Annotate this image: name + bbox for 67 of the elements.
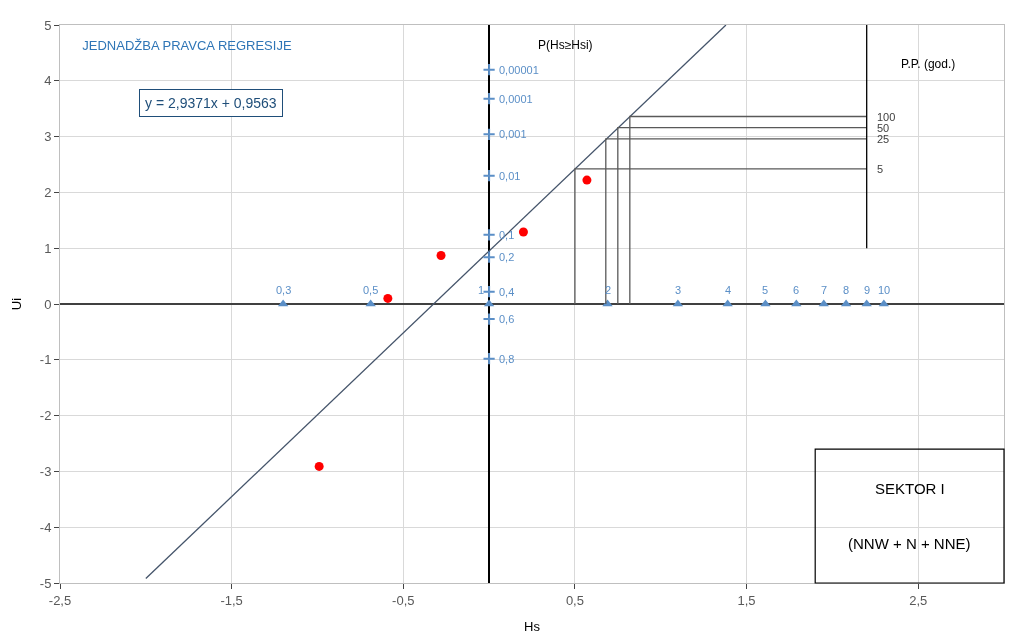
- point: [314, 461, 324, 471]
- x-tick-label: 0,5: [565, 592, 584, 608]
- y-tick-label: -4: [39, 519, 52, 535]
- x-tick-label: -0,5: [392, 592, 415, 608]
- point: [482, 312, 496, 326]
- point: [582, 175, 592, 185]
- annotation: 0,0001: [499, 93, 533, 105]
- y-tick-label: -2: [39, 408, 52, 424]
- point: [482, 285, 496, 299]
- annotation: y = 2,9371x + 0,9563: [145, 95, 277, 111]
- x-tick-label: 2,5: [909, 592, 928, 608]
- point: [482, 127, 496, 141]
- annotation: 0,3: [276, 284, 292, 296]
- point: [791, 299, 802, 307]
- y-tick-label: -3: [39, 463, 52, 479]
- y-tick-label: 3: [44, 129, 52, 145]
- annotation: (NNW + N + NNE): [848, 535, 971, 552]
- y-tick-label: -1: [39, 352, 52, 368]
- text: JEDNADŽBA PRAVCA REGRESIJE: [82, 37, 292, 53]
- y-tick-label: 0: [44, 296, 52, 312]
- x-tick-label: -1,5: [220, 592, 243, 608]
- x-tick-label: 1,5: [737, 592, 756, 608]
- annotation: 0,001: [499, 128, 527, 140]
- annotation: 3: [675, 284, 682, 296]
- y-tick-label: 5: [44, 17, 52, 33]
- annotation: 50: [877, 122, 890, 134]
- y-tick-label: 2: [44, 184, 52, 200]
- annotation: 1: [478, 284, 485, 296]
- point: [482, 352, 496, 366]
- point: [861, 299, 872, 307]
- point: [722, 299, 733, 307]
- point: [518, 227, 528, 237]
- point: [436, 250, 446, 260]
- annotation: 0,6: [499, 313, 515, 325]
- annotation: SEKTOR I: [875, 480, 945, 497]
- y-tick-label: 4: [44, 73, 52, 89]
- annotation: 10: [878, 284, 891, 296]
- annotation: 0,2: [499, 251, 515, 263]
- annotation: 0,01: [499, 170, 521, 182]
- annotation: 25: [877, 133, 890, 145]
- annotation: 0,4: [499, 286, 515, 298]
- point: [482, 92, 496, 106]
- annotation: 5: [877, 163, 884, 175]
- annotation: 5: [762, 284, 769, 296]
- point: [482, 250, 496, 264]
- point: [482, 228, 496, 242]
- point: [365, 299, 376, 307]
- point: [482, 63, 496, 77]
- annotation: P.P. (god.): [901, 57, 956, 71]
- annotation: 100: [877, 111, 896, 123]
- y-axis-title: Ui: [8, 297, 24, 311]
- annotation: P(Hs≥Hsi): [538, 38, 593, 52]
- annotation: 0,00001: [499, 64, 539, 76]
- x-tick-label: -2,5: [48, 592, 72, 608]
- annotation: 8: [843, 284, 850, 296]
- annotation: 0,5: [363, 284, 379, 296]
- y-tick-label: 1: [44, 240, 52, 256]
- x-axis-title: Hs: [524, 619, 541, 635]
- annotation: 6: [793, 284, 800, 296]
- annotation: 7: [821, 284, 828, 296]
- annotation: 4: [725, 284, 732, 296]
- annotation: 9: [864, 284, 871, 296]
- y-tick-label: -5: [39, 575, 52, 591]
- point: [383, 293, 393, 303]
- point: [482, 169, 496, 183]
- annotation: 0,8: [499, 353, 515, 365]
- point: [818, 299, 829, 307]
